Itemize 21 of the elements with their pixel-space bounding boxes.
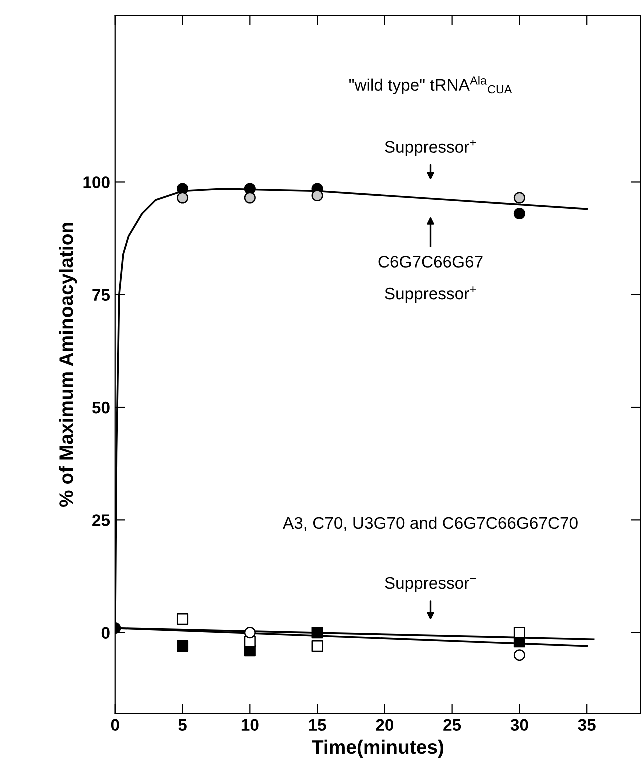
annotation: Suppressor$^{+}$ [385, 140, 476, 156]
x-tick-label: 0 [111, 719, 120, 732]
x-tick-label: 15 [309, 719, 326, 732]
annotation: A3, C70, U3G70 and C6G7C66G67C70 [283, 516, 578, 532]
x-tick-label: 30 [510, 719, 528, 732]
x-tick-label: 20 [376, 719, 394, 732]
y-tick-label: 50 [92, 402, 110, 414]
y-tick-label: 75 [92, 289, 110, 302]
x-axis-title: Time(minutes) [312, 740, 444, 758]
annotation: "wild type" tRNA$^{Ala}$$_{CUA}$ [350, 76, 512, 94]
annotation: Suppressor$^{−}$ [385, 577, 476, 592]
y-tick-label: 0 [102, 627, 110, 640]
x-tick-label: 5 [178, 719, 187, 732]
y-tick-label: 100 [84, 176, 110, 188]
annotation: Suppressor$^{+}$ [385, 286, 476, 303]
annotation: C6G7C66G67 [378, 256, 483, 268]
x-tick-label: 35 [578, 719, 596, 732]
y-tick-label: 25 [92, 514, 110, 526]
x-tick-label: 25 [444, 719, 462, 732]
x-tick-label: 10 [242, 719, 259, 732]
y-axis-title: % of Maximum Aminoacylation [59, 223, 78, 508]
